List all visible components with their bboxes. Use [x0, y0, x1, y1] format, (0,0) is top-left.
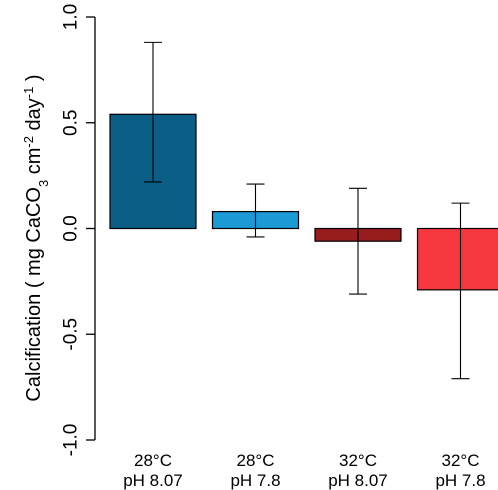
error-bars-group [144, 41, 470, 380]
y-axis: 1.0 0.5 0.0 -0.5 -1.0 [61, 4, 96, 457]
category-label-line2: pH 8.07 [328, 471, 388, 490]
category-label-line2: pH 7.8 [230, 471, 280, 490]
y-tick-label: 0.0 [61, 215, 82, 241]
y-tick-label: -1.0 [61, 424, 82, 457]
category-label-line1: 32°C [339, 451, 377, 470]
bars-group [109, 113, 498, 291]
y-tick-label: 1.0 [61, 4, 82, 30]
category-label-line2: pH 7.8 [435, 471, 485, 490]
category-label-line2: pH 8.07 [123, 471, 183, 490]
category-label-line1: 28°C [134, 451, 172, 470]
y-axis-label: Calcification ( mg CaCO3 cm-2 day-1 ) [21, 74, 51, 401]
y-tick-label: 0.5 [61, 110, 82, 136]
category-label-line1: 32°C [442, 451, 480, 470]
category-label-line1: 28°C [237, 451, 275, 470]
bar [416, 227, 498, 291]
y-tick-label: -0.5 [61, 318, 82, 351]
